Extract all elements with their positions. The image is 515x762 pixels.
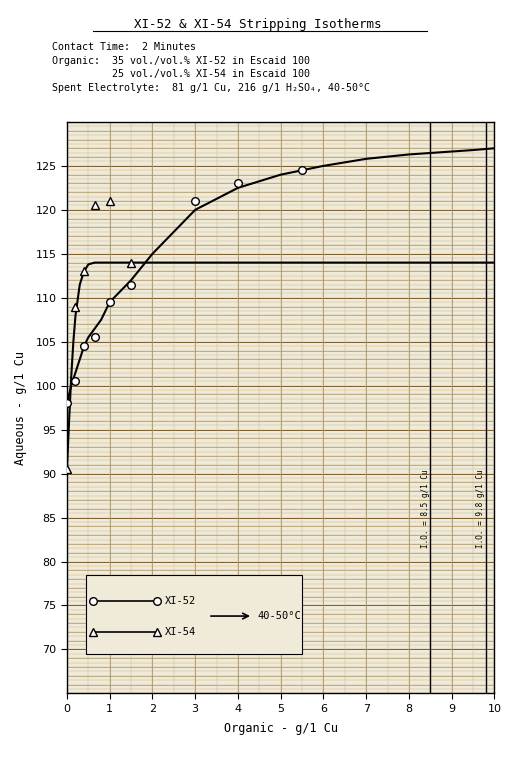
Text: I.O. = 8.5 g/1 Cu: I.O. = 8.5 g/1 Cu bbox=[421, 469, 430, 549]
Text: 25 vol./vol.% XI-54 in Escaid 100: 25 vol./vol.% XI-54 in Escaid 100 bbox=[52, 69, 310, 79]
Text: Organic:  35 vol./vol.% XI-52 in Escaid 100: Organic: 35 vol./vol.% XI-52 in Escaid 1… bbox=[52, 56, 310, 66]
Y-axis label: Aqueous - g/1 Cu: Aqueous - g/1 Cu bbox=[14, 351, 27, 465]
Text: I.O. = 9.8 g/1 Cu: I.O. = 9.8 g/1 Cu bbox=[476, 469, 485, 549]
Text: XI-52: XI-52 bbox=[165, 596, 197, 606]
Text: Spent Electrolyte:  81 g/1 Cu, 216 g/1 H₂SO₄, 40-50°C: Spent Electrolyte: 81 g/1 Cu, 216 g/1 H₂… bbox=[52, 83, 369, 93]
Text: XI-52 & XI-54 Stripping Isotherms: XI-52 & XI-54 Stripping Isotherms bbox=[134, 18, 381, 30]
Text: 40-50°C: 40-50°C bbox=[257, 611, 301, 621]
Bar bbox=[86, 575, 302, 654]
X-axis label: Organic - g/1 Cu: Organic - g/1 Cu bbox=[224, 722, 338, 735]
Text: XI-54: XI-54 bbox=[165, 627, 197, 637]
Text: Contact Time:  2 Minutes: Contact Time: 2 Minutes bbox=[52, 42, 196, 52]
